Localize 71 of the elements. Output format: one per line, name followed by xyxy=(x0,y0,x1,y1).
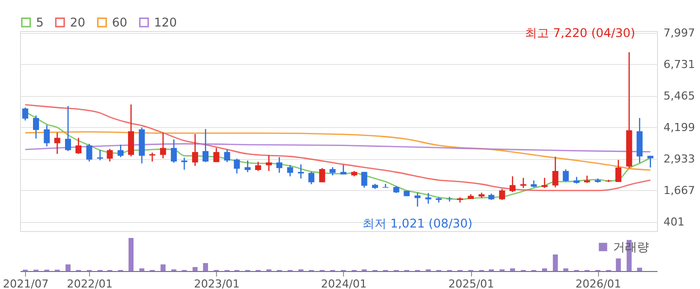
legend-label: 120 xyxy=(154,15,177,30)
candlestick xyxy=(54,132,60,155)
candlestick xyxy=(499,188,506,201)
candlestick xyxy=(340,164,346,176)
line-series xyxy=(24,104,652,192)
candlestick xyxy=(287,164,294,177)
candlestick xyxy=(128,104,134,158)
x-tick-label: 2022/01 xyxy=(66,278,113,289)
bar xyxy=(66,264,71,271)
annotation: 최저 1,021 (08/30) xyxy=(362,216,472,231)
candlestick xyxy=(255,161,262,172)
candlestick xyxy=(44,124,50,147)
candlestick xyxy=(425,192,432,204)
candlestick xyxy=(160,132,166,159)
y-tick-label: 7,997 xyxy=(664,26,695,40)
candlestick xyxy=(181,157,188,170)
bar xyxy=(542,268,548,271)
candlestick xyxy=(224,148,230,163)
y-tick-label: 2,933 xyxy=(664,152,695,166)
x-tick-label: 2026/01 xyxy=(575,278,622,289)
bar xyxy=(192,267,198,271)
candlestick xyxy=(149,152,156,162)
y-tick-label: 1,667 xyxy=(664,184,695,197)
candlestick xyxy=(213,147,220,163)
candlestick xyxy=(542,177,548,189)
x-tick-label: 2024/01 xyxy=(321,278,367,289)
candlestick xyxy=(319,168,326,183)
candlestick xyxy=(615,159,622,183)
x-tick-label: 2021/07 xyxy=(2,278,49,289)
bar xyxy=(552,254,558,271)
candlestick xyxy=(170,138,177,164)
candlestick xyxy=(308,171,314,185)
candlestick xyxy=(33,114,40,140)
candlestick xyxy=(106,148,113,162)
candlestick xyxy=(266,154,272,172)
x-tick-label: 2025/01 xyxy=(448,278,494,289)
bar xyxy=(203,263,208,271)
y-tick-label: 6,731 xyxy=(664,58,695,71)
candlestick xyxy=(562,168,569,182)
candlestick xyxy=(510,176,516,193)
candlestick xyxy=(75,137,82,155)
candlestick xyxy=(244,160,251,173)
x-tick-label: 2023/01 xyxy=(194,278,240,289)
bar xyxy=(616,258,621,271)
annotation: 최고 7,220 (04/30) xyxy=(525,26,636,40)
y-tick-label: 401 xyxy=(664,216,684,229)
candlestick xyxy=(414,192,421,208)
candlestick xyxy=(22,106,28,122)
candlestick xyxy=(276,156,282,174)
bar xyxy=(160,264,166,271)
y-tick-label: 5,465 xyxy=(664,89,695,102)
line-series xyxy=(24,143,652,152)
candlestick xyxy=(86,143,92,162)
bar xyxy=(510,268,516,271)
candlestick xyxy=(202,128,209,163)
bar xyxy=(563,268,568,271)
legend-label: 20 xyxy=(70,15,86,30)
candlestick xyxy=(298,164,304,180)
candlestick xyxy=(520,177,526,189)
bar xyxy=(139,268,144,271)
bar xyxy=(128,238,134,271)
candlestick xyxy=(65,105,72,152)
legend-label: 60 xyxy=(112,15,128,30)
candlestick xyxy=(361,171,368,188)
y-tick-label: 4,199 xyxy=(664,120,695,134)
candlestick xyxy=(234,158,240,174)
candlestick xyxy=(118,144,124,158)
candlestick xyxy=(552,156,558,188)
candlestick xyxy=(192,133,198,166)
bar xyxy=(637,268,642,271)
legend-label: 5 xyxy=(36,15,44,30)
